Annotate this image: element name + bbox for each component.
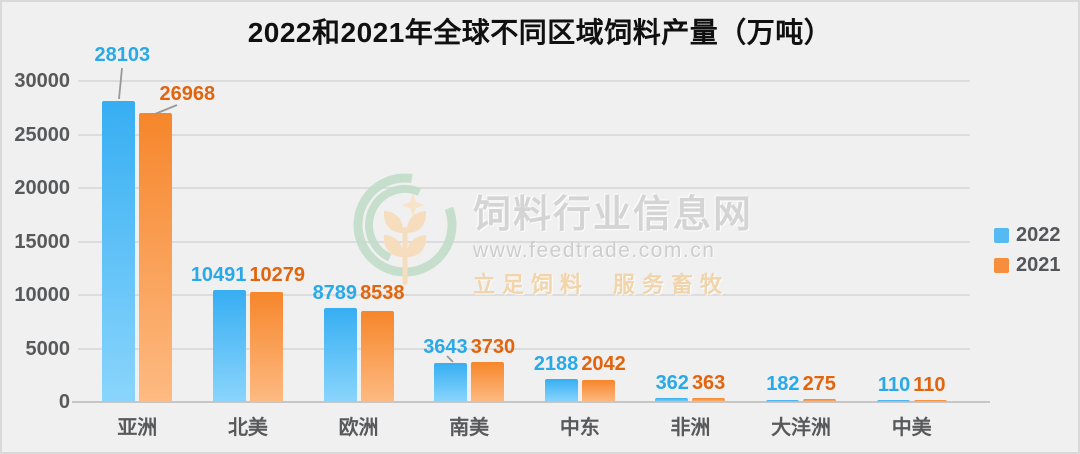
value-labels-6: 182 275 — [766, 373, 836, 396]
legend-label-2022: 2022 — [1016, 223, 1061, 246]
bar-2021-2 — [360, 310, 394, 402]
chart-title: 2022和2021年全球不同区域饲料产量（万吨） — [247, 17, 833, 48]
value-labels-3: 3643 3730 — [423, 336, 516, 359]
legend-swatch-2021 — [994, 257, 1009, 273]
y-tick-label-5000: 5000 — [25, 337, 71, 360]
x-category-label-2: 欧洲 — [338, 417, 379, 439]
x-category-label-0: 亚洲 — [117, 417, 158, 439]
y-tick-label-10000: 10000 — [14, 284, 70, 306]
y-tick-label-30000: 30000 — [14, 70, 70, 92]
y-tick-label-20000: 20000 — [14, 177, 70, 199]
gridline-15000 — [78, 240, 970, 243]
bar-2022-3 — [434, 363, 468, 402]
y-tick-label-25000: 25000 — [14, 123, 70, 146]
gridline-25000 — [78, 133, 970, 136]
gridline-10000 — [78, 294, 970, 296]
legend-item-2021: 2021 — [994, 250, 1061, 280]
value-labels-2: 8789 8538 — [312, 281, 405, 304]
bar-2021-3 — [471, 362, 505, 402]
value-labels-4: 2188 2042 — [533, 352, 626, 375]
legend-item-2022: 2022 — [994, 220, 1061, 250]
x-category-label-7: 中美 — [891, 417, 932, 439]
bar-2022-6 — [766, 400, 800, 402]
x-category-label-4: 中东 — [559, 417, 600, 439]
gridline-20000 — [78, 187, 970, 189]
bar-2022-4 — [544, 378, 578, 402]
x-category-label-1: 北美 — [227, 417, 268, 439]
legend: 2022 2021 — [994, 220, 1061, 280]
legend-label-2021: 2021 — [1016, 253, 1061, 276]
legend-swatch-2022 — [994, 227, 1009, 243]
bar-2021-0 — [139, 113, 173, 402]
gridline-5000 — [78, 347, 970, 350]
x-category-label-6: 大洋洲 — [771, 417, 832, 439]
x-category-label-5: 非洲 — [670, 417, 711, 439]
bar-2022-5 — [655, 398, 689, 402]
value-label-2022-0: 28103 — [94, 44, 151, 66]
bar-2021-7 — [913, 400, 947, 402]
x-axis-line — [72, 401, 990, 403]
value-labels-7: 110 110 — [877, 374, 946, 396]
bar-2022-7 — [876, 400, 910, 402]
bar-2021-5 — [692, 398, 726, 402]
bar-2021-6 — [803, 399, 837, 402]
bar-2021-1 — [249, 292, 283, 402]
plot-area: 0 5000 10000 15000 20000 25000 30000 亚洲 28103 269… — [14, 44, 990, 439]
bar-2021-4 — [581, 380, 615, 402]
bar-2022-2 — [323, 307, 357, 402]
value-labels-1: 10491 10279 — [190, 263, 306, 286]
value-labels-5: 362 363 — [655, 372, 726, 395]
gridline-30000 — [78, 80, 970, 82]
bar-2022-1 — [212, 289, 246, 402]
y-tick-label-15000: 15000 — [14, 230, 70, 253]
bar-2022-0 — [102, 101, 136, 402]
x-category-label-3: 南美 — [449, 417, 490, 439]
value-label-2021-0: 26968 — [159, 83, 216, 105]
y-tick-label-0: 0 — [58, 391, 70, 413]
